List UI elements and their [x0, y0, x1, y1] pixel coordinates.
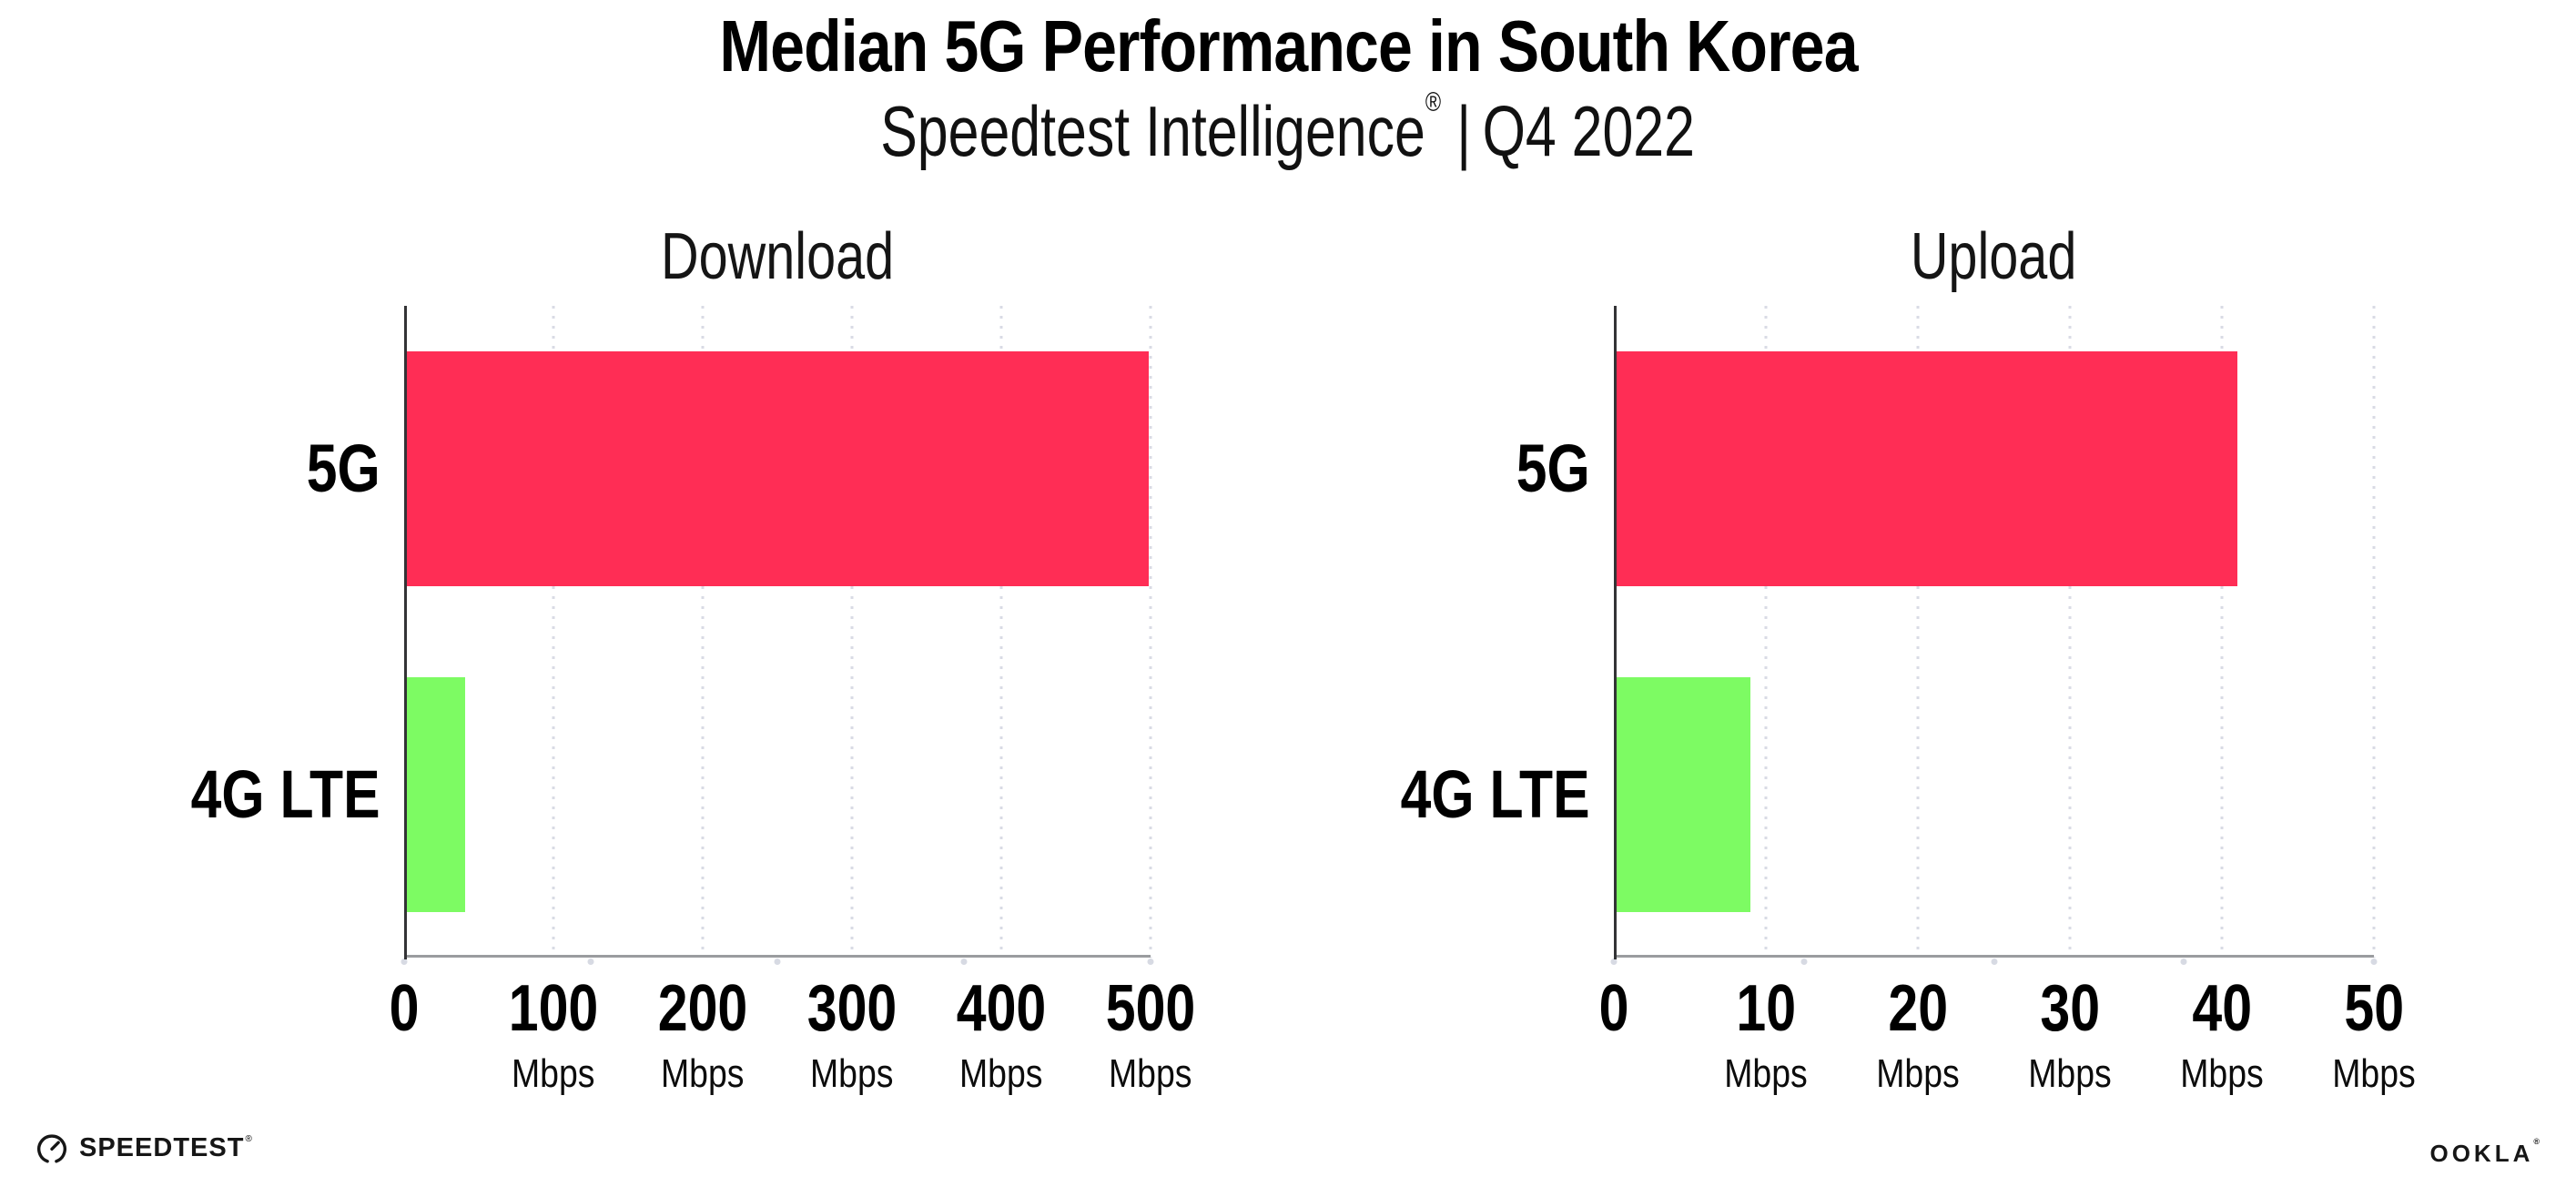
x-tick-label: 30 Mbps [2028, 972, 2112, 1096]
gridline [701, 306, 705, 958]
axis-tick [1610, 959, 1618, 965]
download-5g-bar [404, 351, 1150, 586]
page-subtitle: Speedtest Intelligence® | Q4 2022 [0, 87, 2576, 173]
gridline [1916, 306, 1920, 958]
registered-mark: ® [1425, 86, 1442, 117]
page-title: Median 5G Performance in South Korea [718, 5, 1858, 86]
y-axis [1614, 306, 1617, 959]
speedtest-registered-mark: ® [245, 1133, 252, 1144]
x-tick-label: 0 [1598, 972, 1629, 1045]
download-chart-title: Download [660, 220, 895, 293]
upload-category-labels: 5G 4G LTE [1263, 306, 1590, 958]
upload-4g-lte-bar [1614, 677, 1751, 912]
x-tick-label: 0 [389, 972, 420, 1045]
x-axis [404, 955, 1151, 958]
upload-plot: 5G 4G LTE 0 10 Mbps 20 Mbps 30 Mbps 40 Mbps … [1401, 306, 2416, 1094]
axis-tick [587, 959, 594, 965]
gridline [2372, 306, 2376, 958]
gridline [999, 306, 1003, 958]
download-plot: 5G 4G LTE 0 100 Mbps 200 Mbps 300 Mbps 400 M… [191, 306, 1195, 1094]
axis-tick [774, 959, 781, 965]
gridline [2220, 306, 2224, 958]
axis-tick [401, 959, 408, 965]
ookla-wordmark: OOKLA [2429, 1140, 2534, 1167]
ookla-logo: OOKLA® [2429, 1137, 2543, 1168]
x-tick-label: 20 Mbps [1876, 972, 1960, 1096]
subtitle-period: Q4 2022 [1482, 91, 1696, 171]
axis-tick [2180, 959, 2187, 965]
axis-tick [1800, 959, 1808, 965]
axis-tick [1991, 959, 1997, 965]
x-tick-label: 100 Mbps [508, 972, 599, 1096]
x-tick-label: 200 Mbps [657, 972, 748, 1096]
upload-chart-title: Upload [1911, 220, 2077, 293]
axis-tick [2370, 959, 2378, 965]
speedtest-logo: SPEEDTEST ® [36, 1132, 252, 1163]
y-axis [404, 306, 407, 959]
gridline [850, 306, 854, 958]
download-category-labels: 5G 4G LTE [53, 306, 380, 958]
gridline [2068, 306, 2072, 958]
subtitle-brand: Speedtest Intelligence [880, 91, 1426, 171]
category-label-4g-lte: 4G LTE [1401, 756, 1590, 832]
category-label-5g: 5G [307, 431, 380, 506]
x-tick-label: 400 Mbps [956, 972, 1047, 1096]
axis-tick [1147, 959, 1154, 965]
gridline [1149, 306, 1152, 958]
x-tick-label: 300 Mbps [806, 972, 898, 1096]
category-label-4g-lte: 4G LTE [191, 756, 380, 832]
download-4g-lte-bar [404, 677, 466, 912]
x-tick-label: 50 Mbps [2332, 972, 2416, 1096]
speedtest-gauge-icon [37, 1134, 66, 1163]
ookla-registered-mark: ® [2533, 1137, 2543, 1147]
axis-tick [960, 959, 968, 965]
category-label-5g: 5G [1516, 431, 1590, 506]
subtitle-separator: | [1456, 91, 1472, 171]
x-axis [1614, 955, 2374, 958]
x-tick-label: 10 Mbps [1724, 972, 1808, 1096]
gridline [552, 306, 555, 958]
upload-5g-bar [1614, 351, 2237, 586]
speedtest-wordmark: SPEEDTEST [79, 1132, 245, 1162]
x-tick-label: 40 Mbps [2180, 972, 2264, 1096]
x-tick-label: 500 Mbps [1105, 972, 1196, 1096]
gridline [1764, 306, 1768, 958]
